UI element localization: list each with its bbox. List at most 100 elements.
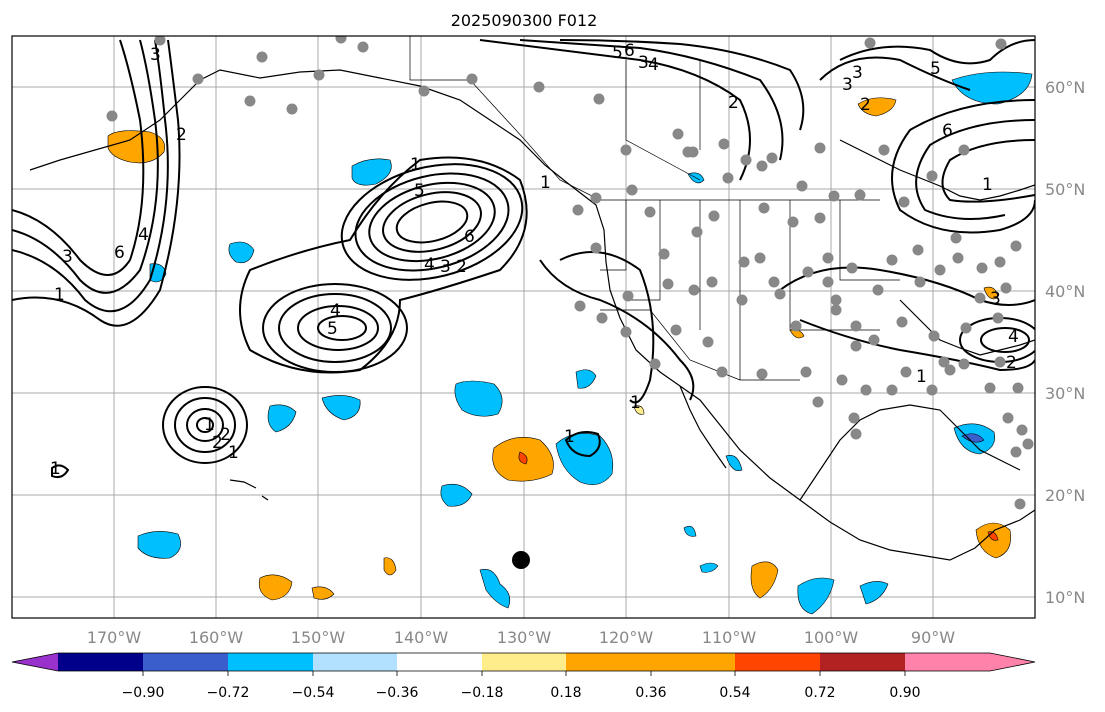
station-marker — [590, 242, 602, 254]
station-marker — [850, 428, 862, 440]
station-marker — [256, 51, 268, 63]
lat-label: 30°N — [1045, 384, 1085, 403]
contour-label: 4 — [648, 55, 659, 75]
station-marker — [466, 73, 478, 85]
station-marker — [738, 256, 750, 268]
station-marker — [1010, 240, 1022, 252]
station-marker — [740, 154, 752, 166]
station-marker — [878, 144, 890, 156]
station-marker — [976, 262, 988, 274]
station-marker — [670, 324, 682, 336]
station-marker — [590, 192, 602, 204]
station-marker — [718, 138, 730, 150]
station-marker — [658, 248, 670, 260]
map-title: 2025090300 F012 — [451, 11, 598, 30]
contour-label: 6 — [624, 41, 635, 61]
storm-center-marker — [512, 551, 530, 569]
colorbar-tick-label: −0.90 — [122, 685, 165, 701]
station-marker — [766, 152, 778, 164]
lon-label: 130°W — [497, 628, 552, 647]
lon-label: 140°W — [394, 628, 449, 647]
station-marker — [994, 356, 1006, 368]
lat-label: 20°N — [1045, 486, 1085, 505]
colorbar-swatch — [735, 653, 820, 671]
station-marker — [912, 244, 924, 256]
contour-label: 2 — [728, 93, 739, 113]
station-marker — [574, 300, 586, 312]
colorbar-tick-label: −0.18 — [461, 685, 504, 701]
station-marker — [357, 41, 369, 53]
colorbar-tick-label: 0.90 — [889, 685, 920, 701]
station-marker — [622, 290, 634, 302]
station-marker — [708, 210, 720, 222]
station-marker — [1012, 382, 1024, 394]
station-marker — [958, 358, 970, 370]
station-marker — [722, 172, 734, 184]
contour-label: 4 — [138, 225, 149, 245]
lon-label: 150°W — [291, 628, 346, 647]
station-marker — [620, 144, 632, 156]
station-marker — [626, 184, 638, 196]
station-marker — [850, 320, 862, 332]
station-marker — [596, 312, 608, 324]
contour-label: 3 — [638, 53, 649, 73]
station-marker — [952, 252, 964, 264]
station-marker — [836, 374, 848, 386]
station-marker — [802, 266, 814, 278]
station-marker — [286, 103, 298, 115]
station-marker — [790, 320, 802, 332]
station-marker — [1002, 412, 1014, 424]
colorbar-swatch — [566, 653, 651, 671]
contour-label: 5 — [327, 319, 338, 339]
contour-label: 1 — [50, 459, 61, 479]
contour-label: 3 — [62, 247, 73, 267]
colorbar-extend-right — [990, 653, 1035, 671]
station-marker — [796, 180, 808, 192]
station-marker — [984, 382, 996, 394]
contour-label: 4 — [424, 255, 435, 275]
lon-label: 160°W — [189, 628, 244, 647]
station-marker — [950, 232, 962, 244]
contour-label: 1 — [630, 393, 641, 413]
contour-label: 1 — [228, 443, 239, 463]
colorbar-swatch — [143, 653, 228, 671]
station-marker — [830, 304, 842, 316]
station-marker — [335, 36, 347, 44]
station-marker — [896, 316, 908, 328]
contour-label: 2 — [456, 257, 467, 277]
colorbar-tick-label: 0.72 — [804, 685, 835, 701]
contour-label: 2 — [220, 425, 231, 445]
map-frame — [11, 35, 1036, 619]
contour-label: 2 — [212, 433, 223, 453]
contour-label: 1 — [564, 427, 575, 447]
contour-label: 6 — [464, 227, 475, 247]
station-marker — [974, 292, 986, 304]
station-marker — [244, 95, 256, 107]
colorbar-tick-label: 0.18 — [550, 685, 581, 701]
contour-label: 3 — [150, 45, 161, 65]
contour-label: 5 — [612, 43, 623, 63]
lon-label: 170°W — [87, 628, 142, 647]
contour-label: 2 — [176, 125, 187, 145]
colorbar-swatch — [820, 653, 905, 671]
contour-label: 1 — [54, 285, 65, 305]
station-marker — [533, 81, 545, 93]
station-marker — [754, 252, 766, 264]
station-marker — [662, 278, 674, 290]
station-marker — [868, 334, 880, 346]
contour-label: 4 — [330, 301, 341, 321]
colorbar-tick-label: 0.54 — [719, 685, 750, 701]
shaded-anomalies — [107, 71, 1033, 615]
contour-label: 1 — [982, 175, 993, 195]
contour-label: 4 — [1008, 327, 1019, 347]
colorbar-swatch — [482, 653, 566, 671]
station-marker — [900, 366, 912, 378]
station-marker — [418, 85, 430, 97]
station-marker — [1014, 498, 1026, 510]
lat-label: 40°N — [1045, 282, 1085, 301]
station-marker — [814, 142, 826, 154]
station-marker — [620, 326, 632, 338]
colorbar-tick-label: −0.36 — [376, 685, 419, 701]
contour-label: 6 — [942, 121, 953, 141]
station-marker — [822, 276, 834, 288]
